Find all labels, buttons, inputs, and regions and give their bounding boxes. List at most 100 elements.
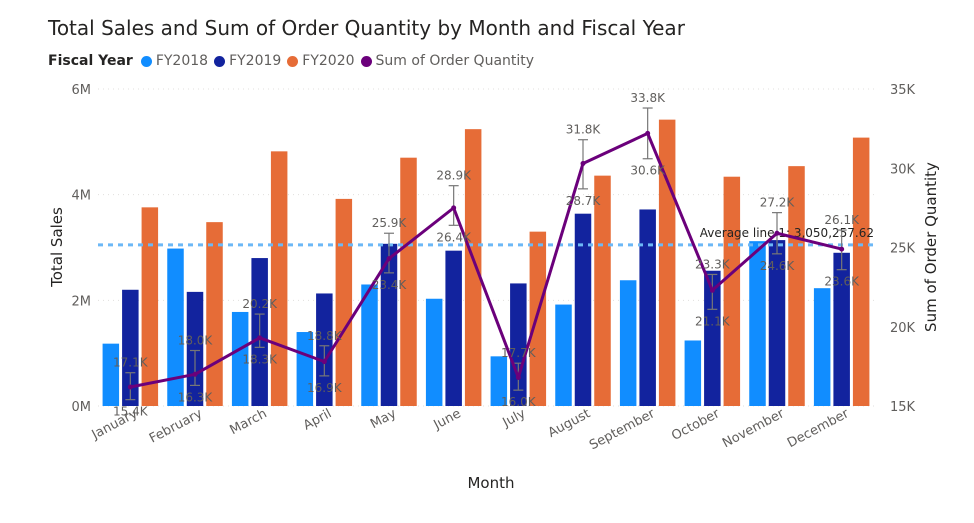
data-label-high-june: 28.9K [436,169,472,183]
legend-item-fy2019[interactable]: FY2019 [214,53,281,69]
data-label-high-april: 18.8K [307,329,343,343]
bar-fy2020-december [852,137,870,406]
data-label-high-december: 26.1K [824,213,860,227]
bar-fy2019-july [510,283,527,406]
bar-fy2020-may [400,157,417,406]
order-quantity-line-group: 17.1K 15.4K 18.0K 16.3K 20.2K 18.3K 18.8K 16.9K… [113,91,860,419]
y2-tick-label-35k: 35K [890,83,916,98]
data-label-high-march: 20.2K [242,297,278,311]
data-label-high-may: 25.9K [372,216,408,230]
bar-fy2019-august [574,213,592,406]
bar-fy2020-november [788,166,805,406]
bar-fy2020-february [206,222,223,406]
bar-fy2019-february [186,291,204,406]
bar-fy2019-september [639,209,656,406]
data-label-high-january: 17.1K [113,356,149,370]
bar-fy2018-april [296,332,314,406]
y-tick-label-4m: 4M [72,189,92,204]
order-quantity-point-september [645,130,651,136]
bar-fy2018-may [361,284,378,406]
bar-fy2019-november [768,240,786,406]
data-label-high-october: 23.3K [695,257,731,271]
y2-axis-title: Sum of Order Quantity [922,162,940,332]
data-label-low-august: 28.7K [566,194,602,208]
bar-fy2019-october [704,270,721,406]
legend-label-fy2018: FY2018 [155,53,209,69]
bar-fy2018-october [684,340,702,406]
data-label-low-february: 16.3K [178,390,214,404]
order-quantity-point-march [257,335,263,341]
y-tick-label-6m: 6M [72,83,92,98]
x-axis-title: Month [467,474,514,492]
order-quantity-point-april [321,359,327,365]
bar-fy2018-december [813,288,831,406]
x-tick-label-february: February [147,406,205,446]
legend-label-order-quantity: Sum of Order Quantity [375,53,535,69]
order-quantity-point-november [774,230,780,236]
legend-item-order-quantity[interactable]: Sum of Order Quantity [360,53,535,69]
legend-dot-fy2018 [140,55,152,67]
data-label-high-february: 18.0K [178,334,214,348]
average-reference-label: Average line 1: 3,050,257.62 [700,226,874,240]
bar-fy2018-july [490,356,508,406]
data-label-low-october: 21.1K [695,314,731,328]
order-quantity-point-july [515,374,521,380]
bar-fy2020-september [658,119,676,406]
order-quantity-line [130,131,843,389]
x-tick-label-july: July [500,406,529,431]
x-tick-label-september: September [587,406,658,453]
bar-fy2019-january [122,289,139,406]
legend-label-fy2019: FY2019 [229,53,282,69]
bar-fy2018-november [749,241,766,406]
x-tick-label-may: May [368,406,399,432]
bar-fy2018-march [231,311,249,406]
bar-fy2018-february [167,248,184,406]
y-tick-label-0m: 0M [72,400,92,415]
order-quantity-point-january [127,384,133,390]
data-label-low-december: 23.6K [824,275,860,289]
data-label-low-july: 16.0K [501,395,537,409]
legend-dot-fy2019 [214,55,226,67]
bar-fy2020-june [464,129,482,407]
reference-line-group: Average line 1: 3,050,257.62 [98,226,874,247]
data-label-low-june: 26.4K [436,230,472,244]
legend-dot-order-quantity [360,55,372,67]
x-tick-label-august: August [546,406,593,441]
bar-fy2019-december [833,252,850,406]
x-tick-label-october: October [669,406,723,444]
order-quantity-point-december [839,246,845,252]
bar-fy2020-april [335,198,353,406]
data-label-high-november: 27.2K [760,196,796,210]
bar-fy2018-june [425,298,443,406]
bar-fy2020-january [141,207,159,406]
bar-fy2018-september [619,280,637,406]
bar-fy2019-may [380,243,398,406]
order-quantity-point-february [192,371,198,377]
y2-tick-label-20k: 20K [890,321,916,336]
legend-title: Fiscal Year [48,53,133,69]
data-label-high-august: 31.8K [566,123,602,137]
legend-dot-fy2020 [287,55,299,67]
legend-item-fy2020[interactable]: FY2020 [287,53,355,69]
x-tick-label-december: December [785,406,852,451]
order-quantity-point-june [451,205,457,211]
data-label-low-november: 24.6K [760,259,796,273]
bar-fy2020-october [723,176,741,406]
legend-label-fy2020: FY2020 [302,53,355,69]
bar-fy2020-july [529,231,547,406]
x-tick-label-november: November [720,406,787,451]
y-tick-label-2m: 2M [72,294,92,309]
bar-fy2020-march [270,151,288,406]
order-quantity-point-october [709,287,715,293]
bar-fy2019-june [445,250,462,406]
chart-title: Total Sales and Sum of Order Quantity by… [48,16,685,40]
data-label-high-july: 17.7K [501,346,537,360]
legend: Fiscal Year FY2018 FY2019 FY2020 Sum of … [48,53,540,69]
bar-fy2018-january [102,343,120,406]
data-label-low-january: 15.4K [113,405,149,419]
legend-item-fy2018[interactable]: FY2018 [140,53,209,69]
x-tick-label-march: March [228,406,270,438]
order-quantity-point-may [386,256,392,262]
bar-fy2020-august [594,175,611,406]
